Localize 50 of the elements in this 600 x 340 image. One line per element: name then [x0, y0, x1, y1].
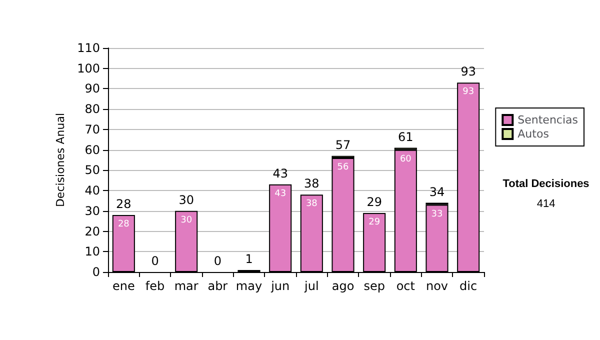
x-tick-label: oct	[396, 279, 416, 293]
data-label: 29	[368, 217, 380, 228]
y-tick-label: 110	[77, 41, 100, 55]
data-label: 28	[118, 219, 130, 230]
y-axis-title: Decisiones Anual	[54, 112, 68, 208]
total-label: 0	[151, 254, 159, 268]
data-label: 60	[400, 154, 412, 164]
x-tick-label: sep	[364, 279, 385, 293]
legend-label: Sentencias	[518, 114, 578, 126]
x-tick-label: ene	[112, 279, 135, 293]
total-label: 61	[398, 130, 414, 144]
text: Total Decisiones	[502, 178, 590, 190]
x-tick-label: jun	[270, 279, 290, 293]
total-label: 1	[245, 252, 253, 266]
y-tick-label: 0	[92, 265, 100, 279]
data-label: 93	[462, 87, 474, 98]
y-tick-label: 100	[77, 61, 100, 76]
total-label: 34	[429, 184, 445, 199]
x-tick-label: dic	[460, 279, 478, 293]
x-tick-label: may	[236, 279, 262, 293]
x-tick-label: ago	[332, 279, 354, 293]
total-label: 38	[304, 176, 320, 191]
total-label: 43	[272, 166, 288, 180]
y-tick-label: 40	[84, 184, 100, 198]
y-tick-label: 60	[84, 142, 100, 157]
y-tick-label: 80	[84, 102, 100, 116]
total-label: 30	[178, 192, 194, 207]
x-tick-label: feb	[145, 279, 165, 293]
x-tick-label: jul	[304, 279, 319, 293]
total-label: 93	[460, 64, 476, 79]
y-tick-label: 10	[84, 244, 100, 259]
data-label: 56	[337, 162, 349, 172]
y-tick-label: 70	[84, 122, 100, 136]
total-label: 57	[335, 138, 351, 152]
y-tick-label: 50	[84, 163, 100, 178]
y-tick-label: 30	[84, 204, 100, 218]
data-label: 33	[431, 209, 443, 220]
total-label: 29	[366, 194, 382, 209]
total-label: 28	[116, 196, 132, 211]
data-label: 38	[306, 199, 318, 210]
total-label: 0	[214, 254, 222, 268]
x-tick-label: nov	[426, 279, 448, 293]
data-label: 30	[180, 215, 192, 226]
x-tick-label: mar	[174, 279, 198, 293]
legend-label: Autos	[518, 128, 550, 140]
y-tick-label: 90	[84, 82, 100, 96]
x-tick-label: abr	[208, 279, 228, 293]
data-label: 43	[274, 188, 286, 199]
y-tick-label: 20	[84, 224, 100, 238]
text: 414	[536, 198, 556, 210]
